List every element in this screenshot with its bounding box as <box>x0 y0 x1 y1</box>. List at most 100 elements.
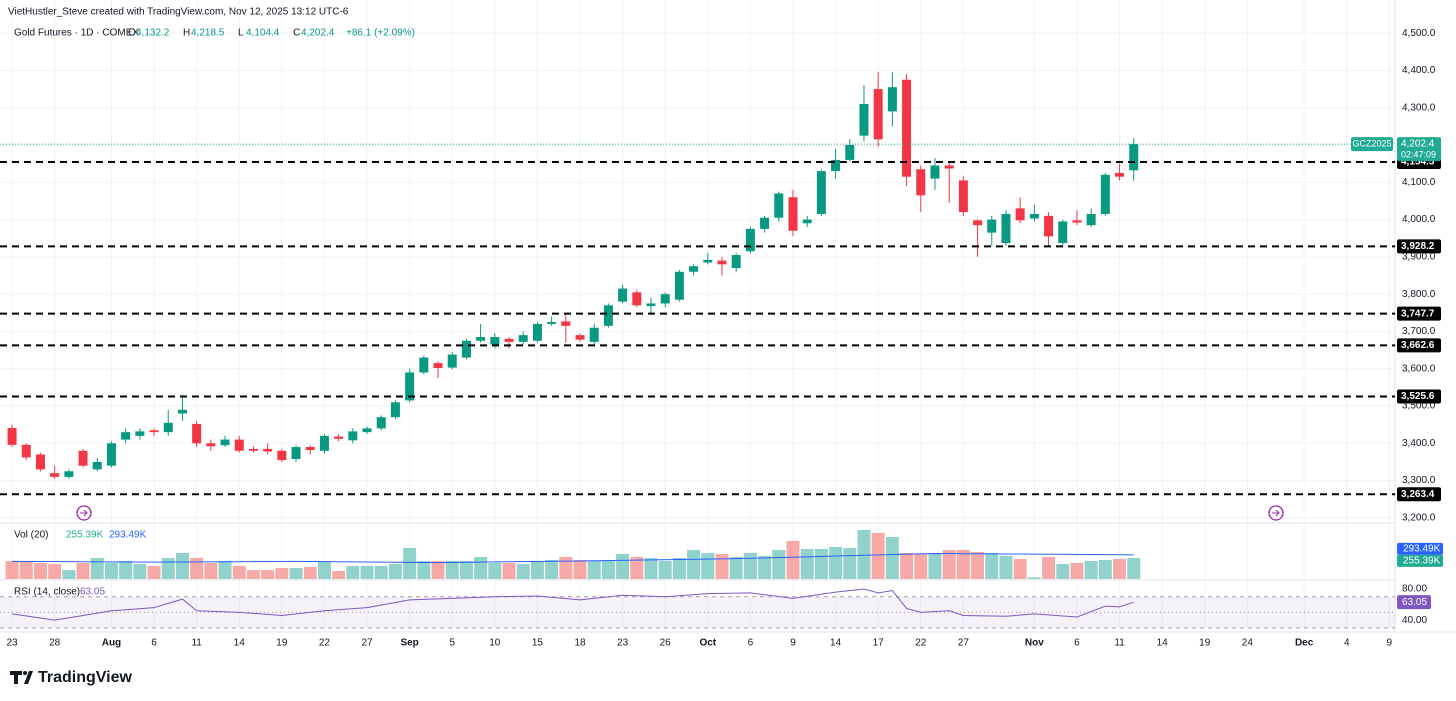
x-tick-label: Aug <box>102 638 121 649</box>
volume-bar <box>1113 558 1127 579</box>
candle-body <box>973 220 983 226</box>
volume-bar <box>332 570 346 579</box>
candle-body <box>1129 144 1139 171</box>
volume-bar <box>914 553 928 579</box>
volume-bar <box>261 569 275 579</box>
x-tick-label: 26 <box>660 638 672 649</box>
candle-body <box>206 443 216 447</box>
volume-bar <box>502 562 516 579</box>
volume-bar <box>232 565 246 579</box>
volume-bar <box>999 555 1013 579</box>
candle-body <box>348 431 358 441</box>
x-tick-label: 19 <box>276 638 288 649</box>
candle-body <box>1044 215 1054 237</box>
rsi-band <box>0 596 1395 628</box>
candle-body <box>220 439 230 446</box>
symbol-label: GCZ2025 <box>1352 138 1391 148</box>
rsi-line <box>11 588 1134 621</box>
candle-body <box>987 219 997 233</box>
volume-bar <box>800 548 814 579</box>
x-tick-label: 5 <box>449 638 455 649</box>
volume-bar <box>33 562 47 579</box>
volume-bar <box>630 557 644 579</box>
candle-body <box>64 471 74 477</box>
volume-bar <box>76 562 90 579</box>
x-tick-label: 28 <box>49 638 61 649</box>
candle-body <box>703 259 713 263</box>
volume-bar <box>119 560 133 579</box>
x-tick-label: Nov <box>1025 638 1044 649</box>
volume-bar <box>857 529 871 579</box>
x-tick-label: 6 <box>151 638 157 649</box>
volume-bar <box>530 562 544 579</box>
candle-body <box>788 197 798 231</box>
volume-bar <box>90 557 104 579</box>
volume-bar <box>743 552 757 579</box>
level-label: 3,525.6 <box>1401 391 1435 402</box>
volume-bar <box>388 563 402 579</box>
volume-ma-line <box>12 553 1134 564</box>
volume-bar <box>758 555 772 579</box>
volume-bar <box>814 548 828 579</box>
candle-body <box>21 444 31 458</box>
candle-body <box>78 450 88 466</box>
volume-bar <box>928 553 942 579</box>
rsi-tag-label: 63.05 <box>1402 597 1427 608</box>
volume-bar <box>573 559 587 579</box>
candle-body <box>831 159 841 172</box>
candle-body <box>419 357 429 373</box>
symbol: Gold Futures · 1D · COMEX <box>14 28 139 39</box>
level-label: 3,928.2 <box>1401 241 1435 252</box>
candle-body <box>490 337 500 345</box>
volume-bar <box>559 557 573 579</box>
event-marker[interactable] <box>76 505 92 521</box>
candle-body <box>887 87 897 112</box>
candle-body <box>447 354 457 368</box>
volume-bar <box>346 565 360 579</box>
event-marker[interactable] <box>1268 505 1284 521</box>
volume-bar <box>360 565 374 579</box>
candle-body <box>149 430 159 433</box>
candle-body <box>646 303 656 307</box>
y-tick-label: 3,200.0 <box>1402 513 1436 524</box>
y-tick-label: 4,400.0 <box>1402 65 1436 76</box>
candle-body <box>135 431 145 436</box>
x-tick-label: 6 <box>748 638 754 649</box>
volume-bar <box>19 562 33 579</box>
rsi-tick-label: 40.00 <box>1402 615 1427 626</box>
volume-bar <box>403 547 417 579</box>
x-tick-label: 24 <box>1242 638 1254 649</box>
level-tag <box>1397 338 1441 353</box>
x-tick-label: 18 <box>574 638 586 649</box>
candle-body <box>873 89 883 140</box>
volume-bar <box>1127 558 1141 579</box>
ohlc-key: C <box>293 28 300 39</box>
candle-body <box>632 292 642 306</box>
x-tick-label: 14 <box>1157 638 1169 649</box>
candle-body <box>121 432 131 440</box>
volume-bar <box>246 569 260 579</box>
y-tick-label: 3,600.0 <box>1402 363 1436 374</box>
volume-bar <box>104 562 118 579</box>
volume-bar <box>133 563 147 579</box>
candle-body <box>1029 213 1039 219</box>
x-tick-label: 10 <box>489 638 501 649</box>
volume-bar <box>715 553 729 579</box>
candle-body <box>1072 220 1082 223</box>
candle-body <box>234 439 244 451</box>
candle-body <box>589 327 599 342</box>
ohlc-value: 4,218.5 <box>191 28 225 39</box>
volume-bar <box>5 560 19 579</box>
candle-body <box>405 372 415 401</box>
candle-body <box>689 266 699 272</box>
ohlc-key: O <box>128 28 136 39</box>
candle-body <box>774 193 784 218</box>
volume-bar <box>317 562 331 579</box>
y-tick-label: 3,500.0 <box>1402 401 1436 412</box>
x-tick-label: 6 <box>1074 638 1080 649</box>
volume-bar <box>516 563 530 579</box>
candle-body <box>476 337 486 341</box>
candle-body <box>547 322 557 324</box>
x-tick-label: 22 <box>319 638 331 649</box>
ohlc-key: H <box>183 28 190 39</box>
